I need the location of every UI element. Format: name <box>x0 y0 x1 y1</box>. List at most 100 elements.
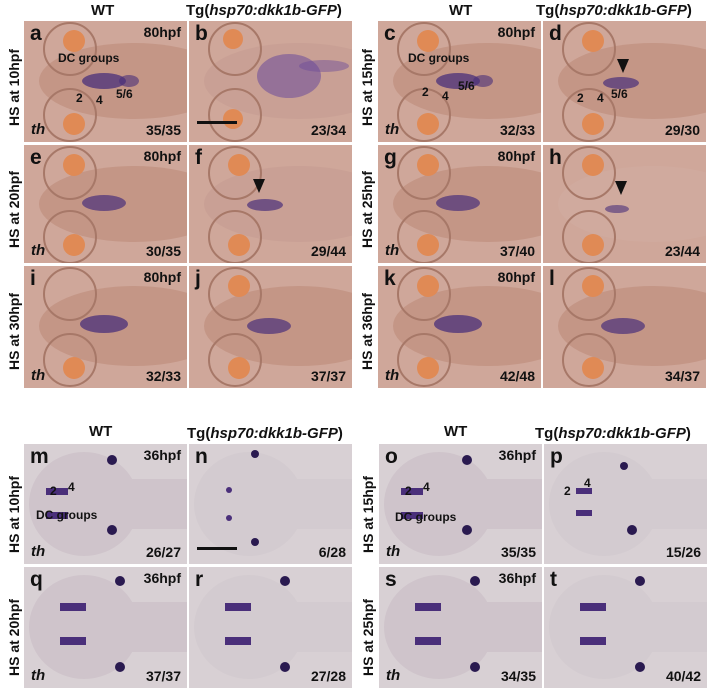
ratio-label: 32/33 <box>499 122 535 138</box>
annotation-dc-groups: DC groups <box>408 51 470 65</box>
embryo-image <box>384 575 542 679</box>
annotation-4: 4 <box>584 476 591 490</box>
header-wt-left: WT <box>89 423 113 440</box>
gene-label: th <box>385 121 400 138</box>
panel-letter: h <box>549 146 562 169</box>
embryo-image <box>39 267 187 387</box>
ratio-label: 40/42 <box>665 668 701 684</box>
ratio-label: 37/37 <box>310 368 346 384</box>
embryo-image <box>39 22 187 142</box>
header-wt-left: WT <box>91 2 115 19</box>
panel-n: n 6/28 <box>189 444 352 564</box>
gene-label: th <box>31 543 46 560</box>
embryo-image <box>549 452 707 556</box>
panel-k: k 80hpf th 42/48 <box>378 266 541 388</box>
panel-d: d 2 4 5/6 29/30 <box>543 21 706 142</box>
panel-letter: e <box>30 146 42 169</box>
ratio-label: 29/44 <box>310 243 346 259</box>
panel-letter: s <box>385 568 397 591</box>
panel-e: e 80hpf th 30/35 <box>24 145 187 263</box>
embryo-image <box>384 452 542 556</box>
panel-f: f 29/44 <box>189 145 352 263</box>
embryo-image <box>393 146 541 263</box>
panel-t: t 40/42 <box>544 567 707 688</box>
stage-label: 80hpf <box>497 24 535 40</box>
panel-l: l 34/37 <box>543 266 706 388</box>
gene-label: th <box>31 242 46 259</box>
row-label: HS at 10hpf <box>6 48 22 126</box>
embryo-image <box>558 22 706 142</box>
panel-letter: q <box>30 568 43 591</box>
stage-label: 36hpf <box>498 447 536 463</box>
annotation-4: 4 <box>597 91 604 105</box>
panel-letter: k <box>384 267 396 290</box>
panel-letter: r <box>195 568 204 591</box>
embryo-image <box>194 575 352 679</box>
ratio-label: 27/28 <box>310 668 346 684</box>
panel-i: i 80hpf th 32/33 <box>24 266 187 388</box>
panel-j: j 37/37 <box>189 266 352 388</box>
arrowhead-marker <box>617 59 629 73</box>
panel-c: c 80hpf DC groups 2 4 5/6 th 32/33 <box>378 21 541 142</box>
embryo-image <box>29 452 187 556</box>
ratio-label: 30/35 <box>145 243 181 259</box>
stage-label: 36hpf <box>498 570 536 586</box>
ratio-label: 15/26 <box>665 544 701 560</box>
panel-letter: b <box>195 22 208 45</box>
header-tg-right: Tg(hsp70:dkk1b-GFP) <box>536 2 692 19</box>
ratio-label: 37/40 <box>499 243 535 259</box>
panel-h: h 23/44 <box>543 145 706 263</box>
stage-label: 80hpf <box>143 269 181 285</box>
annotation-2: 2 <box>422 85 429 99</box>
stage-label: 80hpf <box>143 24 181 40</box>
ratio-label: 34/35 <box>500 668 536 684</box>
ratio-label: 23/44 <box>664 243 700 259</box>
ratio-label: 34/37 <box>664 368 700 384</box>
embryo-image <box>558 146 706 263</box>
ratio-label: 29/30 <box>664 122 700 138</box>
embryo-image <box>194 450 352 556</box>
panel-letter: g <box>384 146 397 169</box>
ratio-label: 35/35 <box>145 122 181 138</box>
gene-label: th <box>31 667 46 684</box>
embryo-image <box>204 22 352 142</box>
annotation-2: 2 <box>405 484 412 498</box>
ratio-label: 6/28 <box>318 544 346 560</box>
annotation-4: 4 <box>68 480 75 494</box>
panel-g: g 80hpf th 37/40 <box>378 145 541 263</box>
header-wt-right: WT <box>449 2 473 19</box>
embryo-image <box>204 267 352 387</box>
stage-label: 80hpf <box>497 269 535 285</box>
header-wt-right: WT <box>444 423 468 440</box>
ratio-label: 32/33 <box>145 368 181 384</box>
annotation-2: 2 <box>564 484 571 498</box>
panel-letter: m <box>30 445 49 468</box>
panel-letter: p <box>550 445 563 468</box>
panel-a: a 80hpf DC groups 2 4 5/6 th 35/35 <box>24 21 187 142</box>
arrowhead-marker <box>253 179 265 193</box>
header-tg-left: Tg(hsp70:dkk1b-GFP) <box>186 2 342 19</box>
panel-letter: o <box>385 445 398 468</box>
annotation-4: 4 <box>96 93 103 107</box>
annotation-dc-groups: DC groups <box>395 510 457 524</box>
row-label: HS at 36hpf <box>359 292 375 370</box>
panel-letter: a <box>30 22 42 45</box>
row-label: HS at 25hpf <box>359 170 375 248</box>
row-label: HS at 15hpf <box>359 48 375 126</box>
stage-label: 80hpf <box>497 148 535 164</box>
annotation-5-6: 5/6 <box>611 87 628 101</box>
stage-label: 36hpf <box>143 447 181 463</box>
panel-letter: j <box>195 267 201 290</box>
annotation-dc-groups: DC groups <box>58 51 120 65</box>
gene-label: th <box>31 121 46 138</box>
scale-bar <box>197 547 237 550</box>
panel-letter: f <box>195 146 202 169</box>
stage-label: 36hpf <box>143 570 181 586</box>
gene-label: th <box>31 367 46 384</box>
panel-letter: d <box>549 22 562 45</box>
ratio-label: 23/34 <box>310 122 346 138</box>
embryo-image <box>29 575 187 679</box>
annotation-5-6: 5/6 <box>458 79 475 93</box>
embryo-image <box>549 575 707 679</box>
annotation-5-6: 5/6 <box>116 87 133 101</box>
